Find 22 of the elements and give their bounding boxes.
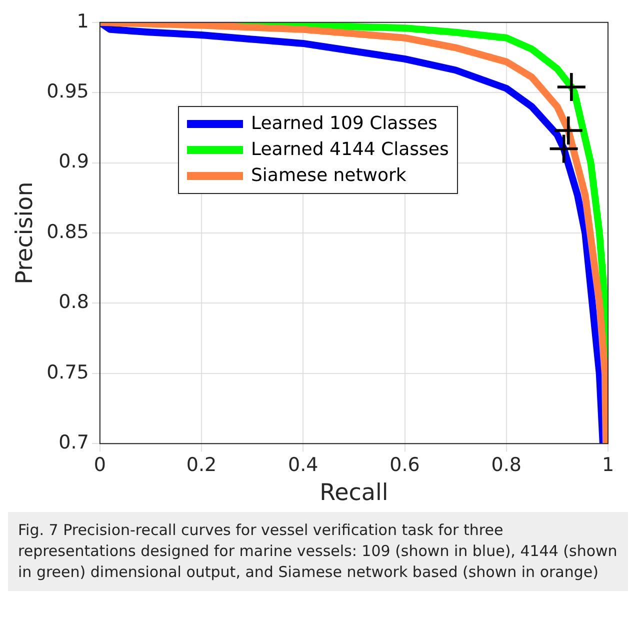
x-tick-label: 0.6	[390, 454, 420, 476]
point	[554, 116, 582, 145]
x-tick-label: 0.8	[491, 454, 522, 476]
legend-label: Learned 109 Classes	[251, 112, 438, 136]
x-tick-label: 0.4	[288, 454, 318, 476]
x-tick-label: 0	[94, 454, 106, 476]
y-tick-label: 0.9	[58, 150, 89, 173]
y-tick-label: 0.95	[46, 80, 89, 103]
caption: Fig. 7 Precision-recall curves for vessel verification task for three representations designed for marine vessels: 109 (shown in blue), 4144 (shown in green) dimensional output, and Siamese network based (shown in orange)	[18, 520, 618, 583]
y-tick-label: 0.7	[58, 432, 89, 454]
legend-label: Learned 4144 Classes	[251, 138, 449, 162]
y-tick-label: 0.75	[46, 361, 89, 384]
point	[557, 72, 586, 101]
y-tick-label: 0.85	[46, 220, 89, 243]
x-axis-title: Recall	[320, 480, 388, 506]
x-tick-label: 1	[602, 454, 614, 476]
legend-label: Siamese network	[251, 164, 406, 188]
y-tick-label: 1	[76, 10, 89, 32]
y-tick-label: 0.8	[58, 291, 89, 314]
x-tick-label: 0.2	[186, 454, 217, 476]
y-axis-title: Precision	[12, 182, 38, 284]
point	[550, 134, 578, 163]
